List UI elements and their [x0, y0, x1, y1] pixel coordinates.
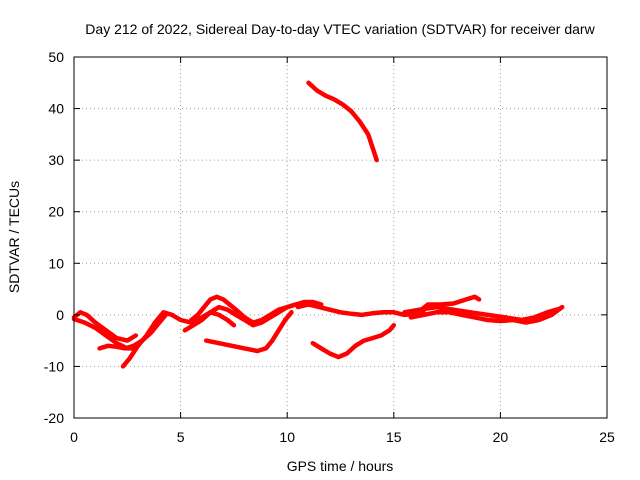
y-tick-label: 20 [48, 204, 64, 220]
x-axis-ticks: 0 5 10 15 20 25 [70, 57, 615, 445]
series-arc-2 [71, 316, 141, 351]
y-tick-label: 10 [48, 255, 64, 271]
y-tick-label: -10 [44, 358, 64, 374]
grid-lines [74, 57, 607, 418]
y-tick-label: 30 [48, 152, 64, 168]
x-tick-label: 0 [70, 429, 78, 445]
series-arc-4 [120, 310, 237, 369]
y-tick-label: 0 [56, 307, 64, 323]
x-tick-label: 25 [599, 429, 615, 445]
y-tick-label: 50 [48, 49, 64, 65]
x-tick-label: 20 [493, 429, 509, 445]
x-tick-label: 15 [386, 429, 402, 445]
y-axis-ticks: -20 -10 0 10 20 30 40 50 [44, 49, 607, 426]
x-axis-label: GPS time / hours [287, 458, 394, 474]
series-arc-6 [182, 302, 298, 333]
y-axis-label: SDTVAR / TECUs [6, 181, 22, 293]
series-arc-10 [295, 302, 426, 318]
series-arc-8 [306, 80, 379, 163]
series-arc-13 [402, 304, 563, 323]
series-arc-7 [203, 310, 294, 354]
x-tick-label: 5 [177, 429, 185, 445]
series-arc-11 [412, 294, 482, 318]
y-tick-label: 40 [48, 101, 64, 117]
plot-frame [73, 56, 608, 419]
y-tick-label: -20 [44, 410, 64, 426]
series-arc-9 [310, 322, 397, 360]
series-arc-3 [97, 312, 168, 351]
series-arc-1 [71, 310, 139, 343]
x-tick-label: 10 [279, 429, 295, 445]
data-series [71, 80, 565, 369]
series-arc-12 [408, 304, 565, 325]
chart-title: Day 212 of 2022, Sidereal Day-to-day VTE… [85, 21, 595, 37]
